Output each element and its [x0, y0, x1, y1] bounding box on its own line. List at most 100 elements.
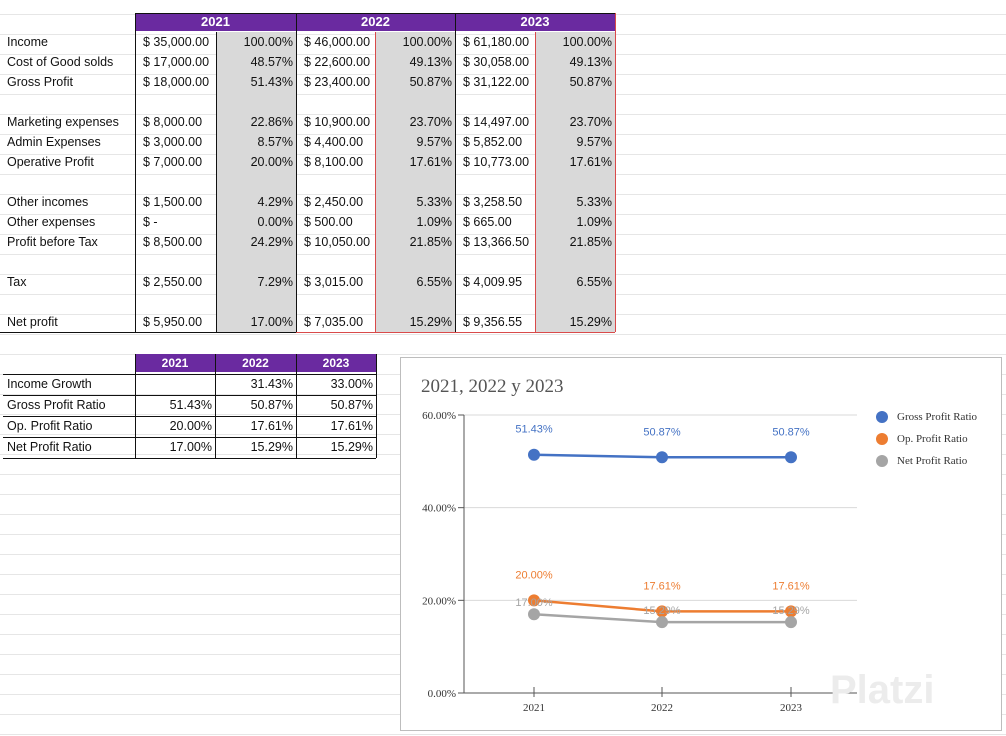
legend-item[interactable]: Gross Profit Ratio: [876, 406, 977, 428]
ratio-value-cell: 15.29%: [330, 440, 373, 454]
percent-cell: 15.29%: [409, 315, 452, 329]
amount-cell: $ 30,058.00: [463, 55, 530, 69]
amount-cell: $ 3,015.00: [304, 275, 364, 289]
data-point[interactable]: [656, 451, 668, 464]
amount-cell: $ 8,100.00: [304, 155, 364, 169]
table-border: [3, 416, 376, 417]
percent-cell: [376, 172, 452, 192]
legend-marker-icon: [876, 433, 888, 445]
amount-cell: $ 8,000.00: [143, 115, 203, 129]
amount-cell: $ 7,035.00: [304, 315, 364, 329]
percent-cell: 17.00%: [250, 315, 293, 329]
amount-cell: [143, 292, 215, 312]
chart-title: 2021, 2022 y 2023: [421, 376, 564, 397]
y-tick-label: 40.00%: [422, 503, 456, 515]
data-point[interactable]: [528, 448, 540, 461]
amount-cell: $ 7,000.00: [143, 155, 203, 169]
percent-cell: 0.00%: [257, 215, 293, 229]
y-tick-label: 60.00%: [422, 410, 456, 422]
table-border: [135, 354, 136, 458]
percent-cell: [376, 292, 452, 312]
y-tick-label: 20.00%: [422, 595, 456, 607]
percent-cell: 23.70%: [409, 115, 452, 129]
data-point[interactable]: [785, 616, 797, 629]
data-label: 17.00%: [515, 597, 553, 609]
legend-marker-icon: [876, 411, 888, 423]
table-border: [215, 354, 216, 458]
amount-cell: $ 2,450.00: [304, 195, 364, 209]
table-border: [376, 354, 377, 458]
amount-cell: $ 8,500.00: [143, 235, 203, 249]
percent-cell: 5.33%: [576, 195, 612, 209]
percent-column-bg: [535, 32, 615, 332]
data-point[interactable]: [656, 605, 668, 618]
percent-cell: 20.00%: [250, 155, 293, 169]
row-label: [7, 252, 135, 272]
amount-cell: $ 9,356.55: [463, 315, 523, 329]
table-border: [615, 13, 616, 332]
percent-cell: [535, 292, 612, 312]
percent-cell: 1.09%: [416, 215, 452, 229]
percent-cell: 1.09%: [576, 215, 612, 229]
percent-cell: 24.29%: [250, 235, 293, 249]
data-point[interactable]: [528, 608, 540, 621]
amount-cell: $ 10,773.00: [463, 155, 530, 169]
percent-cell: [216, 172, 293, 192]
ratio-value-cell: 50.87%: [330, 398, 373, 412]
percent-cell: [216, 292, 293, 312]
percent-cell: 23.70%: [569, 115, 612, 129]
chart-plot: 0.00% 20.00% 40.00% 60.00% 2021 2022 2023 51.43…: [422, 410, 857, 714]
amount-cell: $ 35,000.00: [143, 35, 210, 49]
data-point[interactable]: [528, 594, 540, 607]
ratio-value-cell: 17.00%: [169, 440, 212, 454]
percent-cell: 9.57%: [416, 135, 452, 149]
amount-cell: [304, 252, 375, 272]
amount-cell: [463, 92, 534, 112]
ratio-chart[interactable]: 2021, 2022 y 2023 0.00% 20.00% 40.00% 60.00…: [400, 357, 1002, 731]
percent-cell: 21.85%: [409, 235, 452, 249]
table-border: [296, 13, 297, 332]
data-point[interactable]: [785, 605, 797, 618]
percent-cell: [535, 172, 612, 192]
ratio-value-cell: 33.00%: [330, 377, 373, 391]
amount-cell: $ 17,000.00: [143, 55, 210, 69]
percent-cell: 15.29%: [569, 315, 612, 329]
data-label: 15.29%: [772, 605, 810, 617]
amount-cell: $ 14,497.00: [463, 115, 530, 129]
y-tick-label: 0.00%: [428, 688, 456, 700]
percent-cell: 22.86%: [250, 115, 293, 129]
row-label: Operative Profit: [7, 155, 94, 169]
ratio-value-cell: 51.43%: [169, 398, 212, 412]
amount-cell: [304, 172, 375, 192]
row-label: Net profit: [7, 315, 58, 329]
data-point[interactable]: [656, 616, 668, 629]
ratio-row-label: Income Growth: [7, 377, 92, 391]
row-label: Tax: [7, 275, 27, 289]
ratio-year-header-2023: 2023: [296, 354, 376, 372]
data-point[interactable]: [785, 451, 797, 464]
ratio-value-cell: 31.43%: [250, 377, 293, 391]
ratio-value-cell: 17.61%: [330, 419, 373, 433]
table-border: [3, 374, 376, 375]
amount-cell: $ 500.00: [304, 215, 353, 229]
amount-cell: $ 23,400.00: [304, 75, 371, 89]
legend-label: Net Profit Ratio: [897, 455, 968, 467]
table-border: [455, 13, 456, 332]
percent-cell: 6.55%: [576, 275, 612, 289]
year-header-2023: 2023: [455, 13, 615, 31]
chart-legend: Gross Profit Ratio Op. Profit Ratio Net Pr…: [876, 406, 977, 472]
legend-item[interactable]: Op. Profit Ratio: [876, 428, 977, 450]
percent-cell: 100.00%: [243, 35, 293, 49]
data-label: 51.43%: [515, 424, 553, 436]
row-label: Profit before Tax: [7, 235, 98, 249]
percent-cell: 8.57%: [257, 135, 293, 149]
amount-cell: $ 4,400.00: [304, 135, 364, 149]
amount-cell: $ 5,852.00: [463, 135, 523, 149]
percent-column-bg: [216, 32, 296, 332]
amount-cell: $ 10,900.00: [304, 115, 371, 129]
ratio-row-label: Gross Profit Ratio: [7, 398, 106, 412]
percent-cell: [376, 252, 452, 272]
amount-cell: $ 46,000.00: [304, 35, 371, 49]
legend-item[interactable]: Net Profit Ratio: [876, 450, 977, 472]
row-label: [7, 172, 135, 192]
